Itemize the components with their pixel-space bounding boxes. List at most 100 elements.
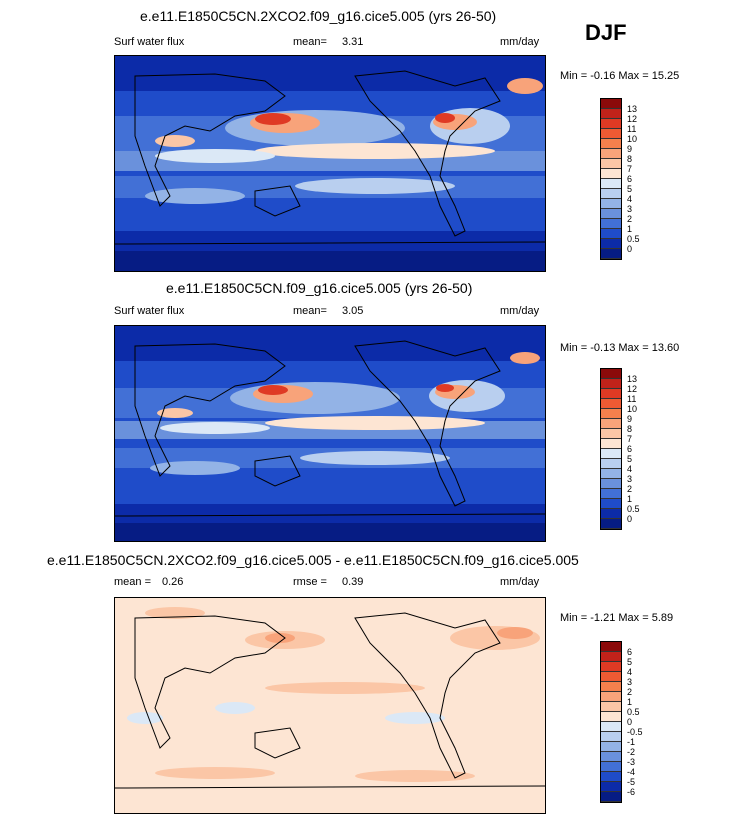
panel3-colorbar-swatch <box>601 652 621 662</box>
panel2-colorbar-swatch <box>601 469 621 479</box>
panel3-colorbar-swatch <box>601 742 621 752</box>
panel3-colorbar: 6 5 4 3 2 1 0.5 0 -0.5 -1 -2 -3 -4 -5 -6 <box>600 641 643 803</box>
colorbar-tick-label: 3 <box>627 474 633 484</box>
panel1-mean-label: mean= <box>293 36 327 48</box>
panel1-colorbar-swatch <box>601 219 621 229</box>
colorbar-tick-label: 0 <box>627 717 633 727</box>
colorbar-tick-label: 13 <box>627 104 638 114</box>
panel1-colorbar-swatch <box>601 179 621 189</box>
panel1-colorbar-swatch <box>601 99 621 109</box>
panel3-colorbar-swatch <box>601 662 621 672</box>
panel2-colorbar-swatch <box>601 489 621 499</box>
colorbar-tick-label: -0.5 <box>627 727 643 737</box>
panel2-minmax: Min = -0.13 Max = 13.60 <box>560 342 680 354</box>
panel3-rmse-label: rmse = <box>293 576 327 588</box>
panel3-colorbar-swatch <box>601 792 621 802</box>
panel2-colorbar-swatch <box>601 369 621 379</box>
panel3-map-field <box>115 598 545 813</box>
panel2-colorbar-swatch <box>601 499 621 509</box>
colorbar-tick-label: 11 <box>627 124 637 134</box>
colorbar-tick-label: -5 <box>627 777 636 787</box>
panel2-variable-label: Surf water flux <box>114 305 185 317</box>
colorbar-tick-label: -4 <box>627 767 636 777</box>
panel1-title: e.e11.E1850C5CN.2XCO2.f09_g16.cice5.005 … <box>140 8 497 24</box>
colorbar-tick-label: 5 <box>627 184 633 194</box>
panel1-colorbar-swatch <box>601 129 621 139</box>
panel2-colorbar-swatch <box>601 409 621 419</box>
panel2-colorbar-swatch <box>601 419 621 429</box>
panel1-colorbar-swatch <box>601 159 621 169</box>
panel1-colorbar-swatch <box>601 169 621 179</box>
panel2-colorbar-swatch <box>601 519 621 529</box>
colorbar-tick-label: 1 <box>627 224 633 234</box>
colorbar-tick-label: 12 <box>627 114 638 124</box>
panel1-mean-value: 3.31 <box>342 36 364 48</box>
colorbar-tick-label: 5 <box>627 454 633 464</box>
colorbar-tick-label: 10 <box>627 404 638 414</box>
panel2-colorbar-swatch <box>601 429 621 439</box>
colorbar-tick-label: 12 <box>627 384 638 394</box>
panel3-mean-label: mean = <box>114 576 151 588</box>
colorbar-tick-label: 4 <box>627 194 633 204</box>
colorbar-tick-label: -6 <box>627 787 636 797</box>
colorbar-tick-label: -2 <box>627 747 636 757</box>
colorbar-tick-label: 1 <box>627 494 633 504</box>
season-label: DJF <box>585 20 627 45</box>
panel3-colorbar-swatch <box>601 782 621 792</box>
panel2-colorbar-swatch <box>601 399 621 409</box>
panel2-colorbar-swatch <box>601 459 621 469</box>
panel1-colorbar-swatch <box>601 109 621 119</box>
panel3-colorbar-swatch <box>601 702 621 712</box>
panel3-colorbar-swatch <box>601 642 621 652</box>
colorbar-tick-label: 11 <box>627 394 637 404</box>
panel1-colorbar-swatch <box>601 239 621 249</box>
panel3-colorbar-swatch <box>601 772 621 782</box>
colorbar-tick-label: 0.5 <box>627 707 640 717</box>
colorbar-tick-label: 6 <box>627 647 633 657</box>
panel3-map <box>114 597 546 814</box>
panel3-units: mm/day <box>500 576 540 588</box>
colorbar-tick-label: 6 <box>627 444 633 454</box>
panel2-map <box>114 325 546 542</box>
panel2-map-field <box>115 326 545 541</box>
colorbar-tick-label: 0.5 <box>627 504 640 514</box>
panel3-minmax: Min = -1.21 Max = 5.89 <box>560 612 674 624</box>
panel3-colorbar-swatch <box>601 692 621 702</box>
panel2-colorbar-swatch <box>601 449 621 459</box>
panel1-map <box>114 55 546 272</box>
colorbar-tick-label: 0 <box>627 244 633 254</box>
colorbar-tick-label: 2 <box>627 214 633 224</box>
colorbar-tick-label: 4 <box>627 667 633 677</box>
panel2-colorbar-swatch <box>601 379 621 389</box>
panel1-colorbar: 13 12 11 10 9 8 7 6 5 4 3 2 1 0.5 0 <box>600 98 640 260</box>
panel3-colorbar-swatch <box>601 762 621 772</box>
panel2-colorbar-swatch <box>601 439 621 449</box>
panel2-units: mm/day <box>500 305 540 317</box>
colorbar-tick-label: 3 <box>627 204 633 214</box>
colorbar-tick-label: 9 <box>627 414 633 424</box>
panel2-colorbar-swatch <box>601 509 621 519</box>
colorbar-tick-label: 3 <box>627 677 633 687</box>
colorbar-tick-label: 9 <box>627 144 633 154</box>
colorbar-tick-label: 8 <box>627 154 633 164</box>
colorbar-tick-label: 5 <box>627 657 633 667</box>
panel1-colorbar-swatch <box>601 139 621 149</box>
panel1-colorbar-swatch <box>601 209 621 219</box>
panel1-colorbar-swatch <box>601 249 621 259</box>
panel2-mean-label: mean= <box>293 305 327 317</box>
colorbar-tick-label: -3 <box>627 757 636 767</box>
colorbar-tick-label: 4 <box>627 464 633 474</box>
panel3-colorbar-swatch <box>601 732 621 742</box>
panel1-colorbar-swatch <box>601 119 621 129</box>
panel2-colorbar-swatch <box>601 479 621 489</box>
panel2-mean-value: 3.05 <box>342 305 364 317</box>
panel3-mean-value: 0.26 <box>162 576 184 588</box>
colorbar-tick-label: 0 <box>627 514 633 524</box>
colorbar-tick-label: 2 <box>627 484 633 494</box>
panel2-colorbar-swatch <box>601 389 621 399</box>
panel2-colorbar: 13 12 11 10 9 8 7 6 5 4 3 2 1 0.5 0 <box>600 368 640 530</box>
panel2-title: e.e11.E1850C5CN.f09_g16.cice5.005 (yrs 2… <box>166 280 473 296</box>
colorbar-tick-label: 1 <box>627 697 633 707</box>
panel1-variable-label: Surf water flux <box>114 36 185 48</box>
colorbar-tick-label: 7 <box>627 164 633 174</box>
